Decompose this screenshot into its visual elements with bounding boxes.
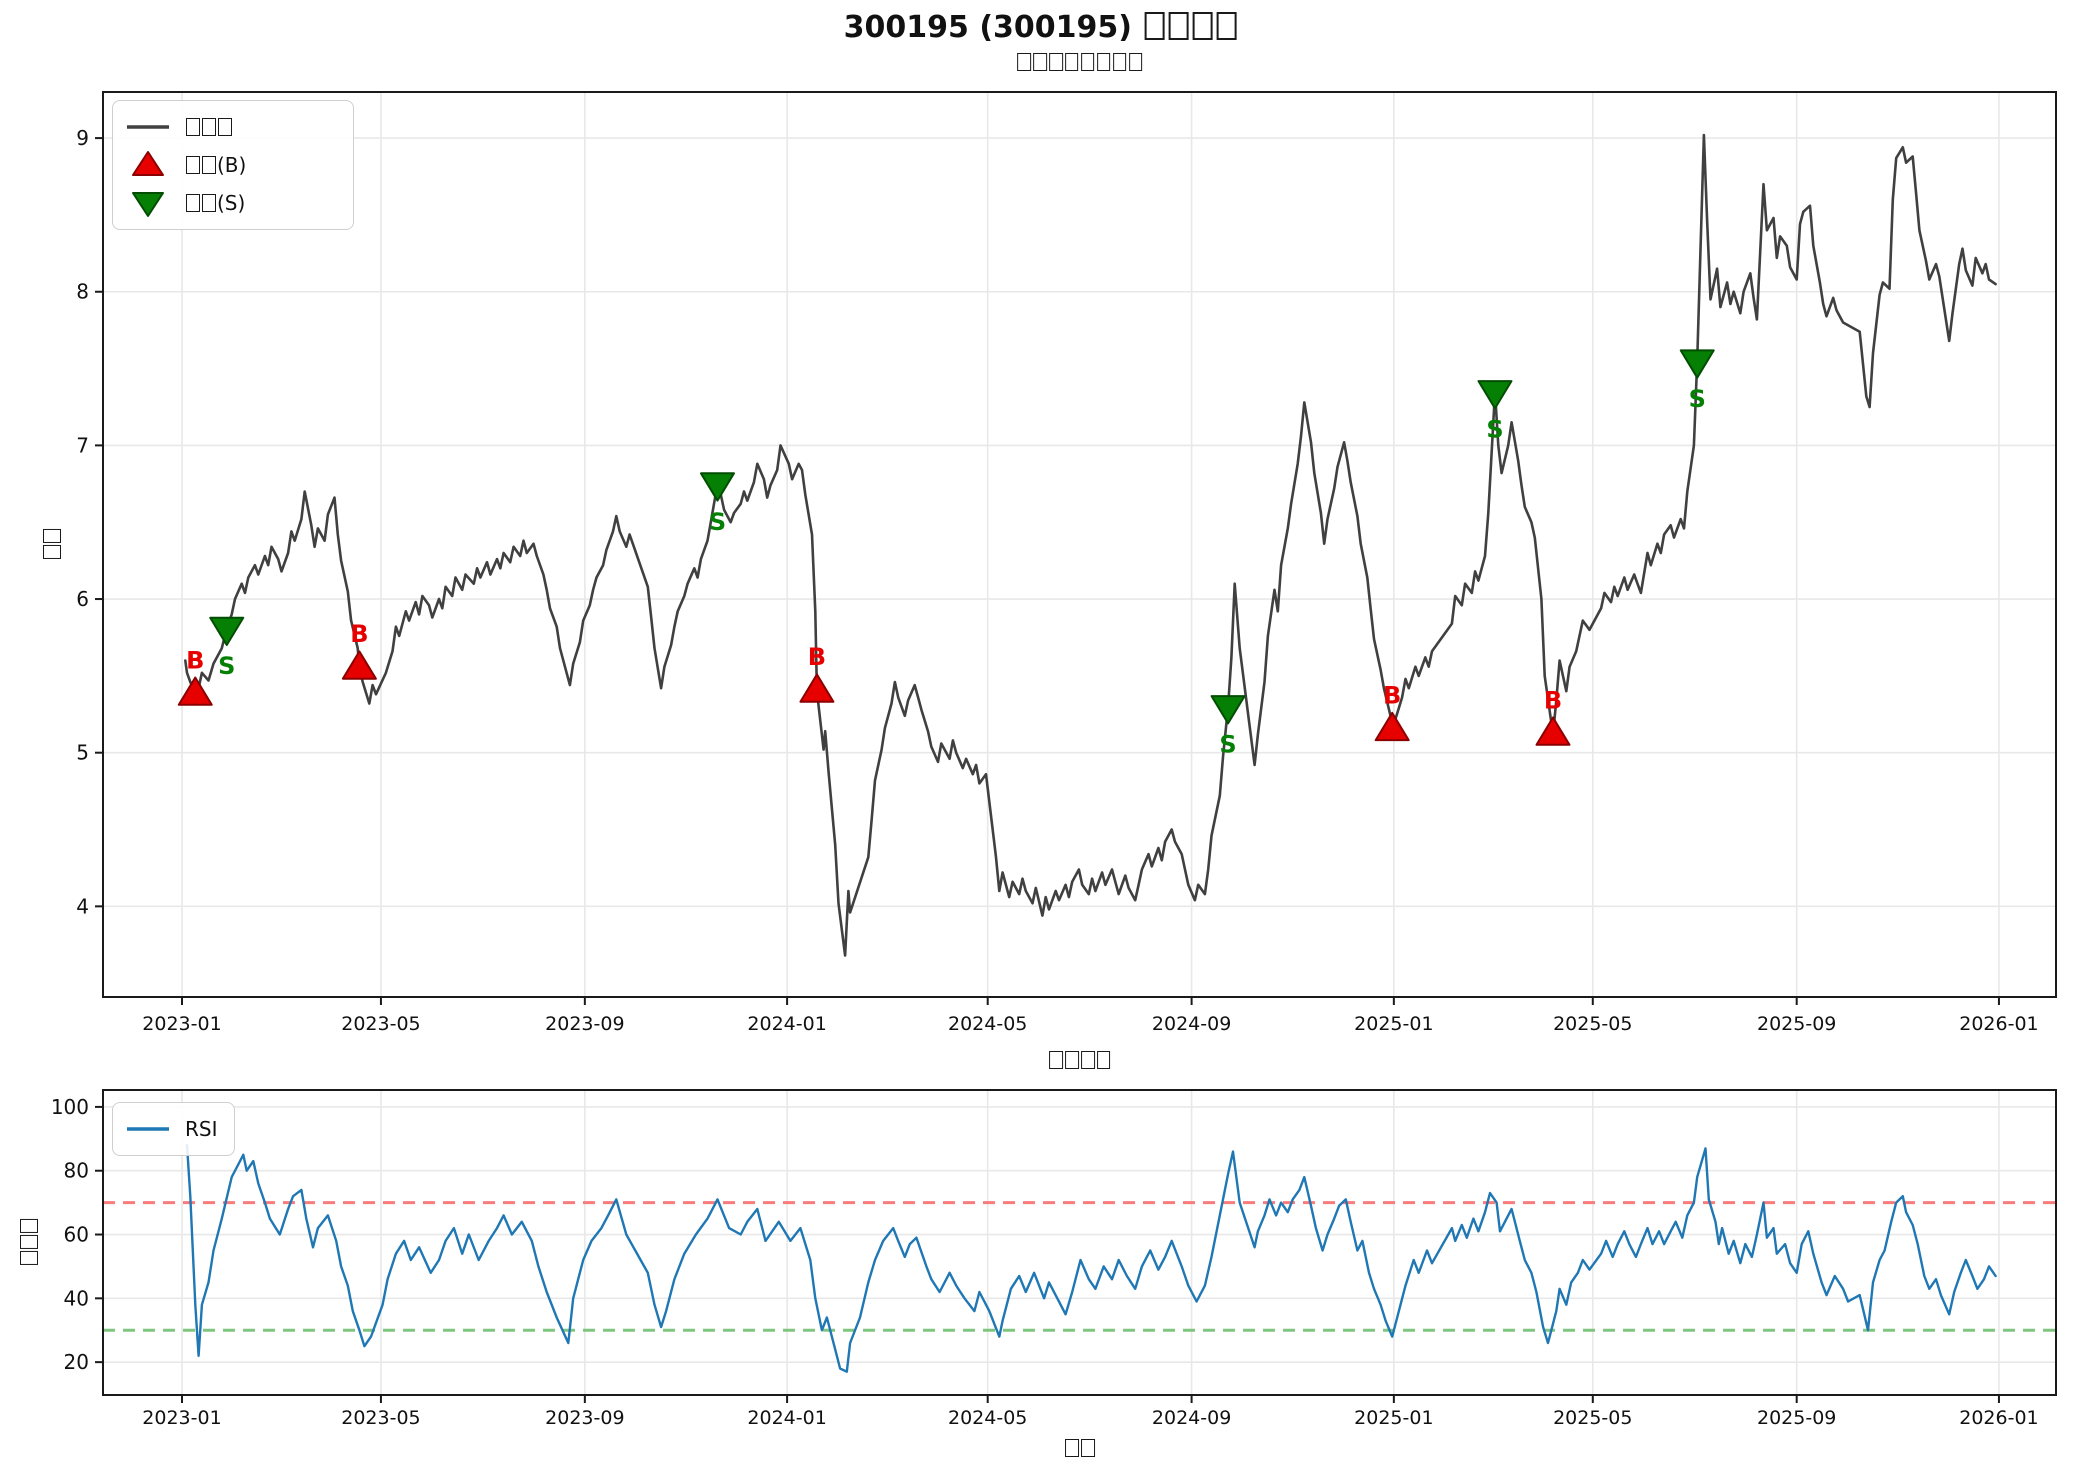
legend-item-label: RSI	[185, 1117, 218, 1141]
buy-signal-label: B	[808, 643, 826, 671]
buy-signal-label: B	[1383, 682, 1401, 710]
tofu-glyph	[1065, 1050, 1079, 1069]
svg-text:2024-01: 2024-01	[747, 1013, 826, 1035]
svg-text:2025-01: 2025-01	[1354, 1407, 1433, 1429]
sell-triangle-icon	[132, 192, 164, 217]
price-legend: (B) (S)	[112, 100, 354, 230]
tofu-glyph	[186, 193, 200, 212]
svg-text:2023-05: 2023-05	[341, 1013, 420, 1035]
svg-text:2023-09: 2023-09	[545, 1407, 624, 1429]
price-y-axis-label	[40, 528, 64, 560]
tofu-glyph	[1129, 52, 1143, 71]
svg-text:5: 5	[76, 741, 89, 765]
svg-text:2026-01: 2026-01	[1959, 1407, 2038, 1429]
tofu-glyph	[1033, 52, 1047, 71]
tofu-glyph	[1113, 52, 1127, 71]
sell-signal-label: S	[1486, 416, 1503, 444]
tofu-glyph	[1065, 52, 1079, 71]
tofu-glyph	[202, 193, 216, 212]
tofu-glyph	[1049, 1050, 1063, 1069]
buy-signal-label: B	[350, 620, 368, 648]
svg-text:2023-09: 2023-09	[545, 1013, 624, 1035]
tofu-glyph	[1192, 12, 1213, 40]
figure-title: 300195 (300195)	[844, 10, 1239, 45]
buy-signal-label: B	[186, 646, 204, 674]
tofu-glyph	[186, 117, 200, 136]
tofu-glyph	[1049, 52, 1063, 71]
svg-text:60: 60	[64, 1223, 89, 1247]
legend-item-label	[185, 115, 233, 139]
svg-text:100: 100	[51, 1095, 89, 1119]
tofu-glyph	[202, 155, 216, 174]
buy-triangle-icon	[132, 151, 164, 176]
sell-signal-label: S	[1689, 385, 1706, 413]
sell-signal-label: S	[709, 508, 726, 536]
svg-text:6: 6	[76, 587, 89, 611]
tofu-glyph	[1081, 1050, 1095, 1069]
tofu-glyph	[1144, 12, 1165, 40]
svg-text:2023-01: 2023-01	[142, 1407, 221, 1429]
rsi-legend: RSI	[112, 1102, 235, 1156]
svg-text:20: 20	[64, 1350, 89, 1374]
svg-text:2023-05: 2023-05	[341, 1407, 420, 1429]
tofu-glyph	[1097, 1050, 1111, 1069]
tofu-glyph	[42, 545, 61, 559]
tofu-glyph	[19, 1251, 38, 1265]
legend-line-icon	[127, 1127, 169, 1131]
svg-text:2024-01: 2024-01	[747, 1407, 826, 1429]
legend-item: RSI	[125, 1111, 218, 1147]
buy-signal-label: B	[1544, 686, 1562, 714]
x-axis-label	[1064, 1436, 1096, 1460]
svg-text:9: 9	[76, 126, 89, 150]
tofu-glyph	[1017, 52, 1031, 71]
price-chart-title	[1016, 50, 1144, 74]
legend-line-icon	[127, 125, 169, 129]
sell-signal-label: S	[1219, 731, 1236, 759]
tofu-glyph	[218, 117, 232, 136]
tofu-glyph	[19, 1235, 38, 1249]
tofu-glyph	[19, 1219, 38, 1233]
svg-text:8: 8	[76, 280, 89, 304]
tofu-glyph	[1081, 52, 1095, 71]
tofu-glyph	[1065, 1438, 1079, 1457]
svg-text:2024-05: 2024-05	[948, 1407, 1027, 1429]
legend-item-label: (S)	[185, 191, 245, 215]
tofu-glyph	[1081, 1438, 1095, 1457]
svg-text:2024-09: 2024-09	[1152, 1407, 1231, 1429]
svg-text:2023-01: 2023-01	[142, 1013, 221, 1035]
svg-text:80: 80	[64, 1159, 89, 1183]
svg-text:40: 40	[64, 1286, 89, 1310]
svg-text:2025-05: 2025-05	[1553, 1013, 1632, 1035]
tofu-glyph	[202, 117, 216, 136]
tofu-glyph	[1168, 12, 1189, 40]
tofu-glyph	[1097, 52, 1111, 71]
legend-item: (S)	[125, 185, 337, 221]
tofu-glyph	[1216, 12, 1237, 40]
rsi-chart-title	[1048, 1048, 1112, 1072]
rsi-y-axis-label	[17, 1218, 41, 1266]
svg-text:2025-01: 2025-01	[1354, 1013, 1433, 1035]
legend-item-label: (B)	[185, 153, 246, 177]
tofu-glyph	[42, 529, 61, 543]
svg-text:2025-05: 2025-05	[1553, 1407, 1632, 1429]
svg-text:2025-09: 2025-09	[1757, 1013, 1836, 1035]
svg-text:7: 7	[76, 433, 89, 457]
sell-signal-label: S	[218, 652, 235, 680]
svg-text:2026-01: 2026-01	[1959, 1013, 2038, 1035]
legend-item	[125, 109, 337, 145]
svg-text:2024-05: 2024-05	[948, 1013, 1027, 1035]
tofu-glyph	[186, 155, 200, 174]
legend-item: (B)	[125, 147, 337, 183]
svg-text:4: 4	[76, 894, 89, 918]
svg-text:2025-09: 2025-09	[1757, 1407, 1836, 1429]
svg-text:2024-09: 2024-09	[1152, 1013, 1231, 1035]
